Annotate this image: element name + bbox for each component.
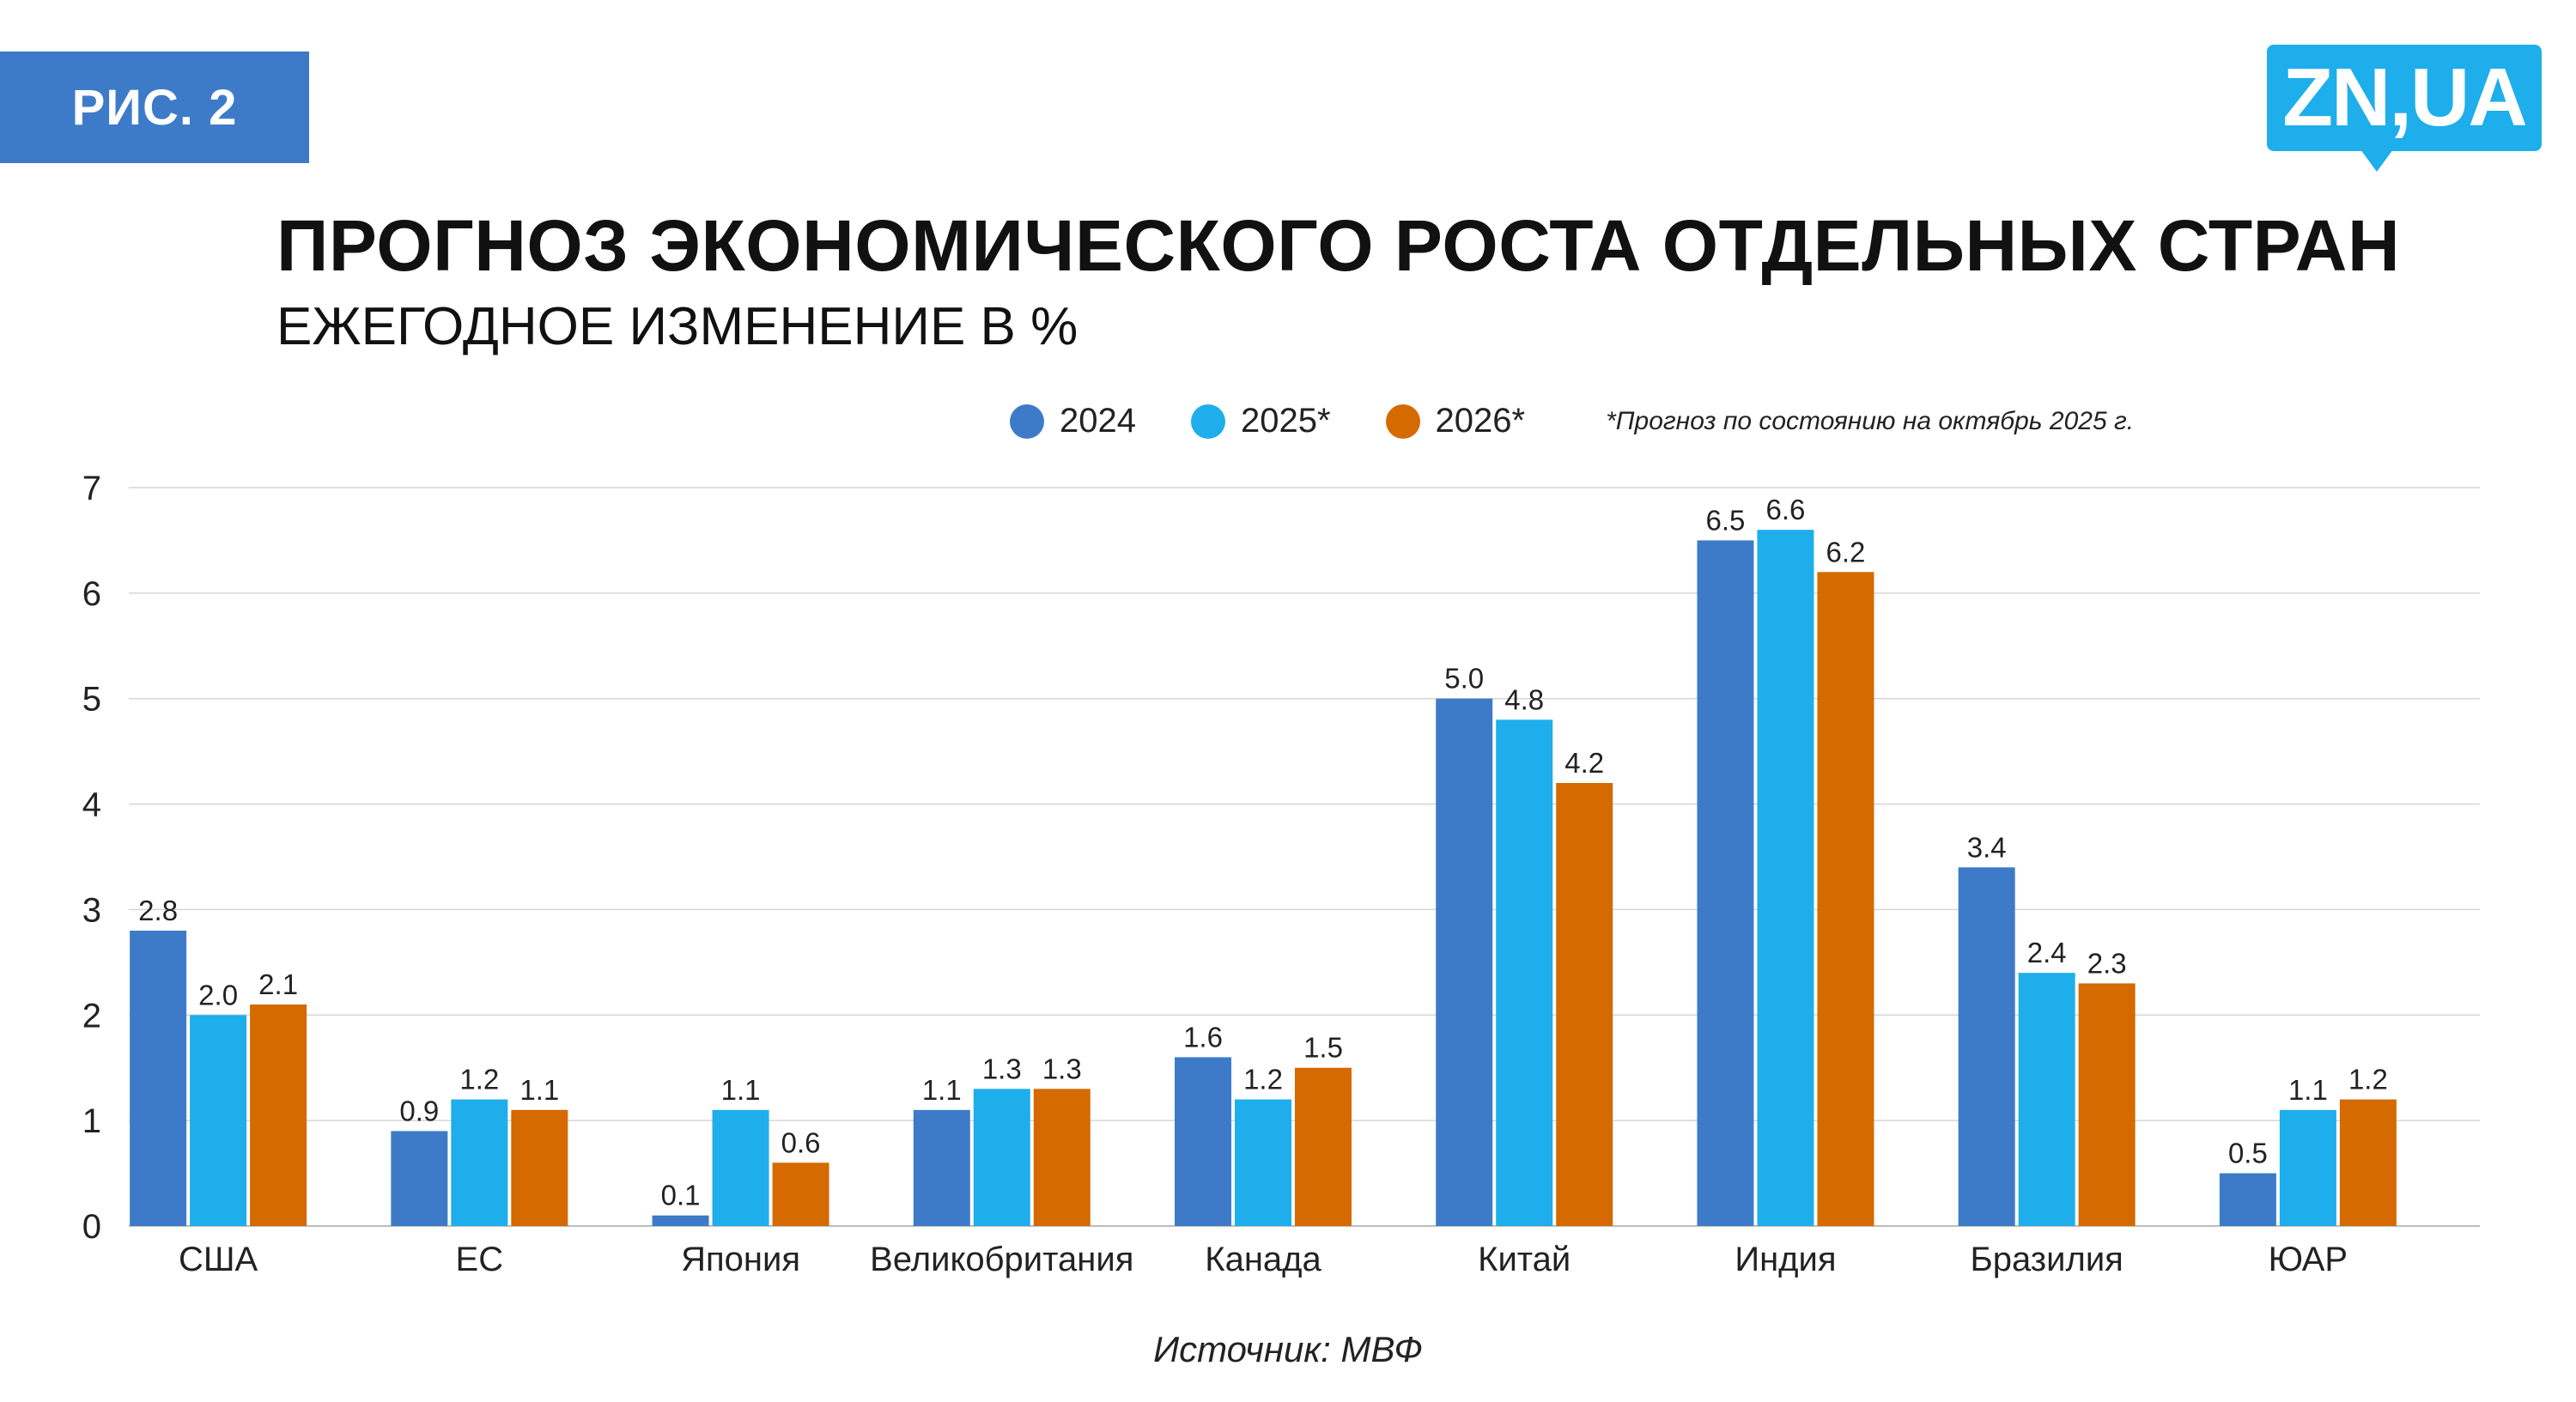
legend-label: 2025* (1240, 402, 1331, 440)
y-tick-label: 7 (82, 470, 101, 507)
data-label: 2.8 (138, 895, 178, 926)
y-tick-label: 3 (82, 891, 101, 929)
brand-logo: ZN,UA (2267, 45, 2542, 151)
data-label: 1.2 (2348, 1064, 2388, 1096)
data-label: 6.6 (1766, 494, 1806, 525)
bar (772, 1162, 829, 1226)
legend-item-2024: 2024 (1010, 402, 1136, 440)
bar (913, 1109, 970, 1226)
bar (391, 1131, 448, 1226)
x-category-label: США (179, 1241, 258, 1278)
legend-swatch-2026 (1385, 404, 1420, 439)
legend-swatch-2024 (1010, 404, 1044, 439)
data-label: 1.2 (459, 1064, 499, 1096)
data-label: 1.2 (1243, 1064, 1283, 1096)
data-label: 1.3 (1042, 1053, 1082, 1084)
data-label: 3.4 (1967, 831, 2007, 863)
data-label: 5.0 (1444, 663, 1484, 695)
bar (1295, 1067, 1352, 1226)
y-tick-label: 1 (82, 1102, 101, 1140)
logo-speech-tail (2358, 146, 2396, 172)
bar (2018, 973, 2075, 1226)
bar (1556, 783, 1613, 1226)
data-label: 0.5 (2228, 1138, 2268, 1169)
data-label: 1.1 (2288, 1074, 2328, 1106)
y-tick-label: 5 (82, 681, 101, 719)
bar (1033, 1089, 1091, 1226)
bar (2279, 1109, 2336, 1226)
y-tick-label: 6 (82, 575, 101, 613)
data-label: 1.6 (1183, 1021, 1223, 1053)
data-label: 1.3 (982, 1053, 1022, 1084)
bar (1817, 572, 1874, 1226)
data-label: 0.9 (399, 1095, 439, 1126)
data-label: 0.6 (781, 1126, 821, 1158)
y-tick-label: 2 (82, 997, 101, 1035)
x-category-label: Япония (681, 1241, 800, 1278)
data-label: 2.4 (2027, 937, 2067, 968)
source-note: Источник: МВФ (1153, 1329, 1423, 1369)
bar (1496, 719, 1553, 1226)
bar (973, 1089, 1030, 1226)
x-category-label: ЕС (456, 1241, 504, 1278)
bar (1697, 540, 1754, 1226)
x-category-label: Индия (1735, 1241, 1836, 1278)
legend-swatch-2025 (1190, 404, 1225, 439)
x-category-label: Канада (1205, 1241, 1321, 1278)
bar (250, 1004, 307, 1226)
figure-badge: РИС. 2 (0, 52, 309, 163)
legend-item-2025: 2025* (1190, 402, 1331, 440)
bar (130, 931, 187, 1226)
forecast-note: *Прогноз по состоянию на октябрь 2025 г. (1606, 406, 2135, 435)
legend-label: 2026* (1435, 402, 1526, 440)
data-label: 2.3 (2087, 947, 2127, 979)
legend-item-2026: 2026* (1385, 402, 1526, 440)
data-label: 4.8 (1504, 683, 1544, 715)
bar (1436, 698, 1493, 1226)
y-tick-label: 4 (82, 786, 101, 824)
bar (190, 1015, 247, 1226)
bar (652, 1215, 709, 1226)
x-category-label: Великобритания (870, 1241, 1133, 1278)
x-category-label: Китай (1478, 1241, 1571, 1278)
data-label: 2.0 (198, 979, 238, 1011)
bar (1757, 530, 1814, 1226)
chart-subtitle: ЕЖЕГОДНОЕ ИЗМЕНЕНИЕ В % (276, 297, 1078, 356)
data-label: 1.1 (721, 1074, 761, 1106)
chart-legend: 2024 2025* 2026* *Прогноз по состоянию н… (1010, 402, 2134, 440)
bar (511, 1109, 568, 1226)
bar (1958, 867, 2015, 1226)
bar (2078, 983, 2136, 1226)
data-label: 0.1 (661, 1180, 701, 1211)
data-label: 6.5 (1706, 504, 1746, 536)
data-label: 1.5 (1303, 1032, 1343, 1064)
x-category-label: Бразилия (1971, 1241, 2123, 1278)
bar (2339, 1099, 2397, 1226)
bar (451, 1099, 508, 1226)
data-label: 4.2 (1564, 747, 1604, 779)
data-label: 2.1 (258, 968, 298, 1000)
data-label: 1.1 (519, 1074, 559, 1106)
data-label: 1.1 (922, 1074, 962, 1106)
y-tick-label: 0 (82, 1208, 101, 1246)
bar (1175, 1057, 1231, 1226)
bar (2219, 1173, 2276, 1226)
bar (712, 1109, 769, 1226)
chart-title: ПРОГНОЗ ЭКОНОМИЧЕСКОГО РОСТА ОТДЕЛЬНЫХ С… (276, 205, 2401, 286)
data-label: 6.2 (1826, 536, 1866, 567)
bar (1235, 1099, 1291, 1226)
x-category-label: ЮАР (2269, 1241, 2348, 1278)
legend-label: 2024 (1060, 402, 1136, 440)
